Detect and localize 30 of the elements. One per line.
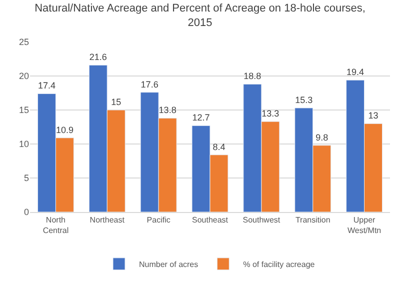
data-label: 13.3 — [262, 108, 280, 119]
data-label: 8.4 — [212, 142, 226, 152]
legend-label: % of facility acreage — [243, 260, 316, 270]
data-label: 18.8 — [244, 71, 262, 82]
y-tick-label: 15 — [18, 105, 29, 116]
data-label: 13 — [368, 110, 378, 121]
x-tick-label: Northeast — [90, 216, 126, 225]
data-label: 10.9 — [56, 124, 74, 135]
x-tick-label: Pacific — [146, 216, 170, 225]
data-label: 15 — [111, 97, 122, 107]
y-tick-label: 0 — [24, 207, 29, 218]
legend-label: Number of acres — [139, 260, 198, 270]
chart-title: Natural/Native Acreage and Percent of Acreage on 18-hole courses, 2015 — [34, 2, 366, 29]
x-tick-label: North Central — [42, 216, 69, 235]
data-label: 12.7 — [192, 112, 210, 123]
data-label: 15.3 — [295, 94, 313, 105]
data-label: 17.6 — [140, 79, 158, 90]
data-label: 17.4 — [38, 80, 56, 91]
data-label: 9.8 — [316, 132, 328, 142]
y-tick-label: 20 — [18, 71, 29, 82]
data-label: 19.4 — [346, 67, 364, 78]
y-tick-label: 25 — [18, 37, 29, 48]
y-tick-label: 5 — [24, 173, 29, 184]
y-tick-label: 10 — [18, 139, 29, 150]
x-tick-label: Southeast — [192, 216, 229, 225]
x-tick-label: Transition — [295, 216, 330, 225]
x-tick-label: Southwest — [242, 216, 281, 225]
data-label: 13.8 — [158, 105, 176, 116]
data-label: 21.6 — [89, 52, 107, 62]
x-tick-label: Upper West/Mtn — [347, 216, 382, 235]
